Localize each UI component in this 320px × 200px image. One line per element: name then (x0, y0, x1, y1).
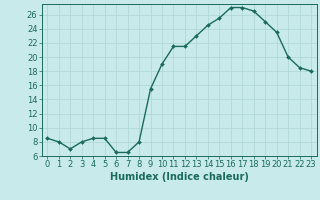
X-axis label: Humidex (Indice chaleur): Humidex (Indice chaleur) (110, 172, 249, 182)
